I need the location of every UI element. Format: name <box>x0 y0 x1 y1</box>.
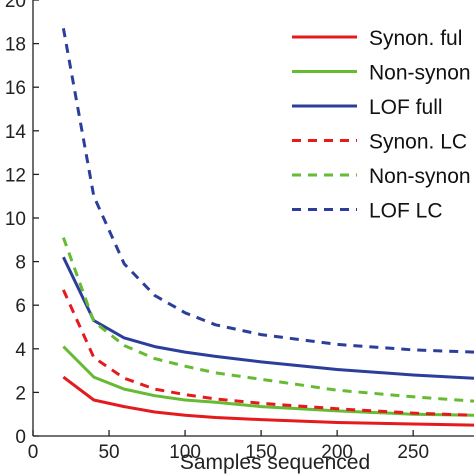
legend-label: Synon. ful <box>369 27 462 50</box>
x-axis-title: Samples sequenced <box>180 451 370 474</box>
x-tick-label: 50 <box>98 442 119 463</box>
y-tick-label: 18 <box>5 35 26 56</box>
legend-label: LOF LC <box>369 200 443 223</box>
legend-label: Non-synon <box>369 62 471 85</box>
legend-label: Synon. LC <box>369 131 467 154</box>
series-line-6 <box>61 28 474 354</box>
x-tick-label: 0 <box>28 442 39 463</box>
x-tick-label: 200 <box>321 442 353 463</box>
series-line-2 <box>62 345 474 417</box>
y-tick-label: 6 <box>15 296 26 317</box>
x-tick-label: 150 <box>245 442 277 463</box>
y-tick-label: 16 <box>5 78 26 99</box>
series-line-1 <box>62 375 474 427</box>
y-tick-label: 10 <box>5 209 26 230</box>
legend-label: LOF full <box>369 96 443 119</box>
y-tick-label: 12 <box>5 165 26 186</box>
series-layer <box>61 28 474 427</box>
x-tick-label: 250 <box>397 442 429 463</box>
y-tick-label: 8 <box>15 253 26 274</box>
y-tick-label: 14 <box>5 122 27 143</box>
y-tick-label: 0 <box>15 427 26 448</box>
x-tick-label: 100 <box>169 442 201 463</box>
series-line-3 <box>62 256 474 380</box>
y-tick-label: 4 <box>15 340 26 361</box>
series-line-5 <box>61 237 474 403</box>
y-tick-label: 2 <box>15 383 26 404</box>
y-tick-label: 20 <box>5 0 26 12</box>
legend-label: Non-synon <box>369 165 471 188</box>
legend: Synon. ful Non-synon LOF full Synon. LC Non-… <box>292 27 471 223</box>
